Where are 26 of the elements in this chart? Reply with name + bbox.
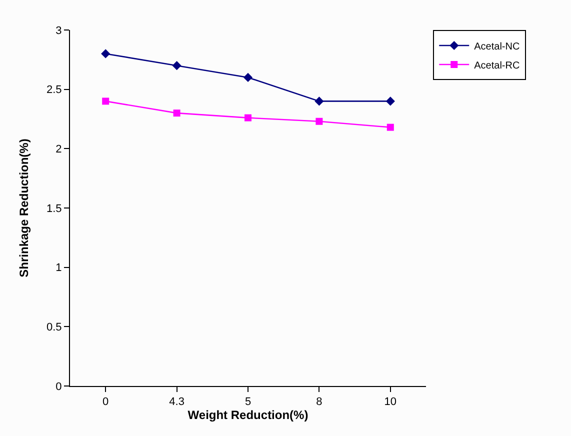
- x-axis-title: Weight Reduction(%): [188, 408, 308, 422]
- x-tick-label: 0: [102, 396, 109, 408]
- x-tick-label: 10: [384, 396, 397, 408]
- y-tick-label: 1.5: [46, 202, 62, 215]
- point: [172, 61, 182, 70]
- y-tick-label: 2.5: [46, 84, 62, 96]
- y-tick-label: 3: [56, 24, 62, 37]
- point: [102, 98, 110, 105]
- point: [101, 49, 110, 58]
- point: [314, 96, 324, 106]
- y-tick-label: 0: [56, 380, 62, 393]
- point: [243, 72, 253, 82]
- y-tick-label: 0.5: [46, 322, 62, 334]
- legend-label: Acetal-RC: [474, 60, 520, 72]
- point: [244, 114, 252, 122]
- y-axis-title: Shrinkage Reduction(%): [16, 138, 31, 278]
- point: [316, 118, 323, 125]
- point: [173, 110, 180, 117]
- x-tick-label: 5: [244, 396, 252, 408]
- x-tick-label: 8: [316, 396, 322, 408]
- y-tick-label: 1: [56, 262, 62, 274]
- y-tick-label: 2: [56, 144, 62, 156]
- point: [386, 96, 395, 106]
- legend-label: Acetal-NC: [474, 41, 520, 52]
- x-tick-label: 4.3: [169, 396, 184, 408]
- point: [386, 124, 394, 131]
